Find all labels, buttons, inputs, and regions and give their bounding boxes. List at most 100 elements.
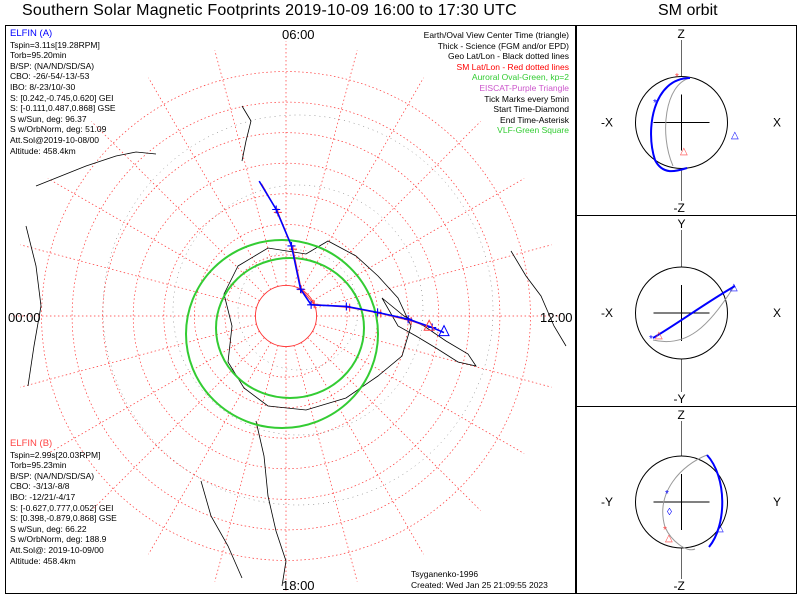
orbit-panel-xy-svg: * △△-X XY-Y bbox=[601, 217, 781, 406]
orbit-axis-label: -X bbox=[601, 306, 613, 320]
geo-latitude-ring bbox=[237, 249, 359, 371]
info-line: S w/OrbNorm, deg: 51.09 bbox=[10, 124, 107, 135]
sm-longitude-spoke bbox=[307, 337, 481, 511]
info-line: B/SP: (NA/ND/SD/SA) bbox=[10, 60, 95, 71]
track-elfin-a-tick bbox=[287, 241, 296, 250]
sm-longitude-spoke bbox=[293, 345, 358, 582]
sm-longitude-spoke bbox=[91, 121, 265, 295]
orbit-marker: △ bbox=[731, 130, 739, 141]
coastline bbox=[35, 151, 157, 187]
mlt-label: 00:00 bbox=[8, 310, 41, 325]
orbit-b-path bbox=[665, 77, 691, 167]
coastline bbox=[25, 225, 42, 387]
orbit-panel-xz: * * △ △ -X X Z -Z bbox=[576, 25, 797, 216]
geo-latitude-ring bbox=[102, 114, 494, 506]
info-line: IBO: 8/-23/10/-30 bbox=[10, 81, 76, 92]
orbit-marker: * bbox=[675, 72, 679, 83]
mlt-label: 06:00 bbox=[282, 27, 315, 42]
legend-item: Geo Lat/Lon - Black dotted lines bbox=[448, 51, 569, 62]
orbit-marker: △ bbox=[680, 146, 688, 157]
footprint-map-svg: 06:00 00:00 12:00 18:00 bbox=[8, 27, 573, 593]
spacecraft-b-info: ELFIN (B) Tspin=2.99s[20.03RPM] Torb=95.… bbox=[10, 438, 117, 566]
info-line: S: [0.242,-0.745,0.620] GEI bbox=[10, 92, 114, 103]
sm-longitude-spoke bbox=[91, 337, 265, 511]
sm-longitude-spoke bbox=[214, 50, 279, 287]
legend: Earth/Oval View Center Time (triangle) T… bbox=[424, 30, 569, 136]
spacecraft-a-name: ELFIN (A) bbox=[10, 28, 53, 39]
footer-model: Tsyganenko-1996 bbox=[411, 569, 479, 579]
legend-item: Tick Marks every 5min bbox=[484, 93, 569, 104]
orbit-marker: ◊ bbox=[667, 507, 672, 518]
info-line: Att.Sol@2019-10-08/00 bbox=[10, 134, 99, 145]
orbit-marker: △ bbox=[730, 282, 738, 293]
orbit-axis-label: -Y bbox=[601, 495, 613, 509]
info-line: Torb=95.23min bbox=[10, 460, 67, 471]
info-line: S: [0.398,-0.879,0.868] GSE bbox=[10, 513, 117, 524]
info-line: Tspin=3.11s[19.28RPM] bbox=[10, 39, 100, 50]
coastline bbox=[223, 240, 412, 411]
orbit-panel-yz-svg: *◊* △△-Y YZ-Z bbox=[601, 408, 781, 593]
orbit-b-path bbox=[662, 454, 708, 551]
coastline bbox=[255, 420, 287, 587]
orbit-axis-label: X bbox=[773, 116, 781, 130]
sm-longitude-spoke bbox=[307, 121, 481, 295]
info-line: Tspin=2.99s[20.03RPM] bbox=[10, 449, 101, 460]
info-line: Altitude: 458.4km bbox=[10, 145, 76, 156]
orbit-axis-label: -Z bbox=[674, 201, 685, 215]
info-line: CBO: -26/-54/-13/-53 bbox=[10, 71, 90, 82]
sm-longitude-spoke bbox=[300, 342, 424, 555]
coastline bbox=[510, 250, 567, 347]
orbit-axis-label: X bbox=[773, 306, 781, 320]
legend-item: EISCAT-Purple Triangle bbox=[479, 82, 569, 93]
spacecraft-a-info: ELFIN (A) Tspin=3.11s[19.28RPM] Torb=95.… bbox=[10, 28, 116, 156]
orbit-panel-title: SM orbit bbox=[658, 2, 718, 19]
mlt-label: 12:00 bbox=[540, 310, 573, 325]
track-elfin-a-tick bbox=[272, 205, 281, 214]
orbit-axis-label: Y bbox=[773, 495, 781, 509]
orbit-a-path bbox=[652, 285, 736, 339]
sm-longitude-spoke bbox=[300, 77, 424, 290]
orbit-axis-label: -Y bbox=[674, 392, 686, 406]
footer-created: Created: Wed Jan 25 21:09:55 2023 bbox=[411, 580, 548, 590]
geo-latitude-ring bbox=[172, 184, 424, 436]
auroral-ovals bbox=[185, 239, 379, 429]
info-line: S w/Sun, deg: 66.22 bbox=[10, 523, 87, 534]
orbit-axis-label: Y bbox=[678, 217, 686, 231]
orbit-panel-yz: * ◊ * △ △ -Y Y Z -Z bbox=[576, 406, 797, 594]
orbit-marker: △ bbox=[665, 533, 673, 544]
orbit-marker: * bbox=[653, 98, 657, 109]
orbit-a-path bbox=[706, 454, 724, 548]
end-triangle-marker bbox=[438, 324, 450, 337]
track-elfin-a-tick bbox=[296, 285, 305, 294]
sm-latitude-ring bbox=[41, 71, 531, 561]
legend-item: Earth/Oval View Center Time (triangle) bbox=[423, 30, 569, 40]
orbit-b-path bbox=[652, 287, 734, 342]
coastline bbox=[200, 480, 243, 579]
sm-longitude-spoke bbox=[312, 178, 525, 302]
orbit-marker: * bbox=[663, 525, 667, 536]
mlt-labels: 06:00 00:00 12:00 18:00 bbox=[8, 27, 573, 593]
orbit-marker: △ bbox=[716, 523, 724, 534]
info-line: Att.Sol@: 2019-10-09/00 bbox=[10, 544, 104, 555]
legend-item: Start Time-Diamond bbox=[493, 104, 569, 115]
sm-longitude-spoke bbox=[47, 330, 260, 454]
info-line: S: [-0.627,0.777,0.052] GEI bbox=[10, 502, 114, 513]
orbit-panel-xy: * △ △ -X X Y -Y bbox=[576, 215, 797, 407]
info-line: B/SP: (NA/ND/SD/SA) bbox=[10, 470, 95, 481]
info-line: IBO: -12/21/-4/17 bbox=[10, 491, 76, 502]
auroral-oval-inner bbox=[215, 257, 365, 399]
sm-longitude-spoke bbox=[20, 244, 257, 309]
sm-longitude-spoke bbox=[214, 345, 279, 582]
sm-longitude-spoke bbox=[312, 330, 525, 454]
orbit-axis-label: Z bbox=[678, 27, 685, 41]
sm-longitude-spoke bbox=[293, 50, 358, 287]
legend-item: Thick - Science (FGM and/or EPD) bbox=[437, 40, 569, 51]
sm-longitude-spoke bbox=[315, 244, 552, 309]
track-elfin-a-tick bbox=[404, 315, 413, 324]
sm-latitude-ring bbox=[132, 162, 440, 470]
footprint-tracks bbox=[258, 180, 450, 337]
footprint-map: 06:00 00:00 12:00 18:00 ELFIN (A) Tspin=3.1… bbox=[5, 25, 576, 594]
info-line: Altitude: 458.4km bbox=[10, 555, 76, 566]
auroral-oval-outer bbox=[185, 239, 379, 429]
end-triangle-marker bbox=[423, 319, 435, 331]
